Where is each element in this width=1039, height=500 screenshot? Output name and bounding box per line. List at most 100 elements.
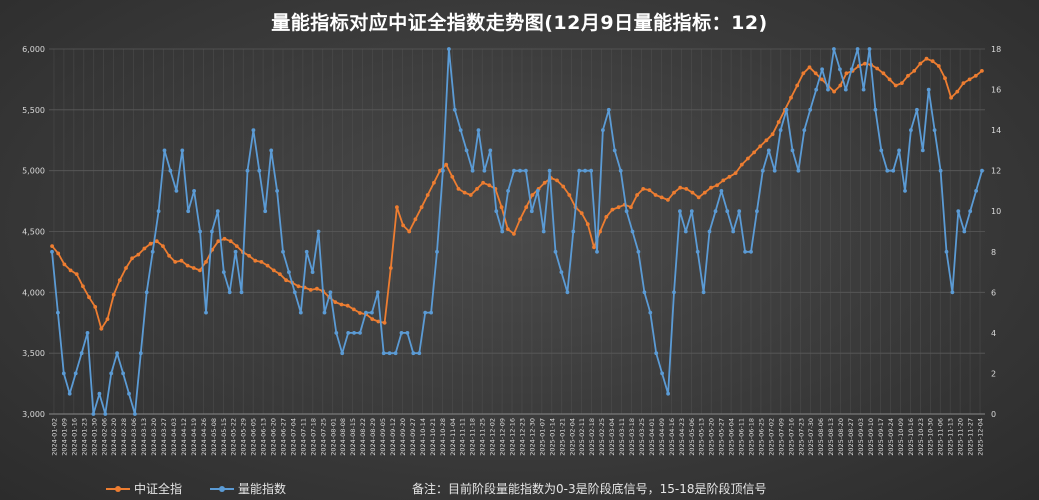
data-point-volume — [743, 249, 747, 254]
data-point-csi — [345, 303, 350, 308]
x-tick-label: 2024-01-09 — [60, 418, 68, 456]
data-point-csi — [444, 162, 449, 167]
y-right-tick-label: 2 — [991, 369, 996, 378]
x-tick-label: 2024-09-05 — [379, 418, 387, 456]
data-point-volume — [121, 371, 125, 376]
data-point-volume — [310, 270, 315, 274]
data-point-volume — [660, 371, 664, 376]
y-right-tick-label: 0 — [991, 410, 996, 419]
data-point-csi — [585, 222, 590, 227]
data-point-volume — [695, 249, 700, 254]
data-point-csi — [924, 56, 929, 61]
data-point-csi — [789, 95, 793, 100]
x-tick-label: 2025-06-25 — [757, 418, 765, 456]
legend-item-volume: 量能指数 — [210, 480, 286, 497]
x-tick-label: 2025-09-03 — [857, 418, 865, 456]
x-tick-label: 2025-10-30 — [927, 418, 935, 456]
data-point-volume — [435, 249, 439, 254]
data-point-volume — [423, 310, 428, 315]
data-point-csi — [881, 71, 886, 76]
data-point-volume — [239, 290, 244, 295]
data-point-csi — [746, 156, 750, 161]
data-point-csi — [696, 195, 701, 200]
data-point-volume — [630, 229, 635, 234]
data-point-csi — [81, 284, 85, 289]
y-left-tick-label: 3,500 — [22, 349, 45, 358]
x-tick-label: 2024-05-08 — [210, 418, 218, 456]
x-tick-label: 2025-08-13 — [827, 418, 835, 456]
x-tick-label: 2024-06-05 — [250, 418, 258, 456]
x-tick-label: 2024-05-29 — [240, 418, 248, 456]
data-point-csi — [647, 188, 652, 193]
data-point-csi — [678, 185, 683, 190]
data-point-volume — [512, 168, 516, 173]
x-tick-label: 2024-05-22 — [230, 418, 238, 456]
data-point-csi — [739, 162, 744, 167]
x-tick-label: 2025-04-23 — [678, 418, 686, 456]
data-point-csi — [764, 138, 769, 143]
x-tick-label: 2025-09-10 — [867, 418, 875, 456]
data-point-volume — [760, 168, 765, 173]
series-line-csi — [51, 57, 983, 330]
data-point-csi — [382, 320, 387, 325]
x-tick-label: 2024-12-16 — [509, 418, 517, 456]
data-point-csi — [961, 81, 966, 85]
data-point-volume — [476, 128, 481, 133]
data-point-csi — [949, 95, 953, 100]
series-line-volume — [51, 48, 983, 415]
data-point-volume — [683, 229, 688, 234]
data-point-csi — [813, 71, 818, 76]
x-tick-label: 2024-03-06 — [130, 418, 138, 456]
x-tick-label: 2025-05-13 — [698, 418, 706, 456]
data-point-volume — [192, 189, 197, 193]
data-point-volume — [393, 351, 398, 356]
x-tick-label: 2024-12-02 — [489, 418, 497, 456]
data-point-volume — [138, 351, 143, 356]
data-point-volume — [968, 209, 973, 214]
data-point-volume — [583, 168, 587, 173]
data-point-csi — [499, 205, 504, 210]
data-point-csi — [635, 193, 639, 197]
data-point-csi — [228, 239, 233, 244]
data-point-volume — [251, 128, 256, 133]
data-point-csi — [721, 178, 726, 183]
data-point-csi — [900, 81, 904, 85]
data-point-volume — [133, 412, 137, 416]
x-tick-label: 2024-03-20 — [150, 418, 158, 456]
data-point-csi — [666, 198, 670, 202]
data-point-volume — [565, 290, 570, 295]
data-point-volume — [849, 67, 854, 72]
data-point-volume — [257, 168, 262, 173]
data-point-csi — [893, 83, 898, 88]
data-point-volume — [601, 128, 605, 133]
data-point-volume — [796, 168, 801, 173]
x-tick-label: 2024-08-22 — [359, 418, 367, 456]
data-point-csi — [875, 66, 880, 71]
data-point-csi — [74, 272, 79, 276]
x-tick-label: 2024-03-13 — [140, 418, 148, 456]
data-point-csi — [505, 227, 510, 232]
chart-note: 备注：目前阶段量能指数为0-3是阶段底信号，15-18是阶段顶信号 — [412, 482, 767, 496]
data-point-csi — [967, 77, 972, 82]
data-point-csi — [863, 61, 867, 66]
data-point-csi — [518, 217, 522, 222]
y-right-tick-label: 4 — [991, 329, 996, 338]
data-point-volume — [399, 331, 404, 335]
data-point-csi — [271, 268, 276, 273]
data-point-volume — [843, 87, 848, 92]
data-point-volume — [180, 148, 185, 153]
data-point-csi — [936, 64, 941, 68]
data-point-csi — [222, 236, 227, 241]
data-point-csi — [99, 326, 104, 331]
data-point-volume — [595, 249, 599, 254]
x-tick-label: 2025-02-04 — [568, 418, 576, 456]
x-tick-label: 2024-02-06 — [100, 418, 108, 456]
x-tick-label: 2025-06-11 — [738, 418, 746, 456]
x-tick-label: 2024-03-27 — [160, 418, 168, 456]
data-point-csi — [555, 178, 559, 183]
y-left-tick-label: 4,500 — [22, 228, 45, 237]
y-right-tick-label: 12 — [991, 167, 1001, 176]
x-tick-label: 2025-09-17 — [877, 418, 885, 456]
data-point-csi — [592, 245, 596, 250]
